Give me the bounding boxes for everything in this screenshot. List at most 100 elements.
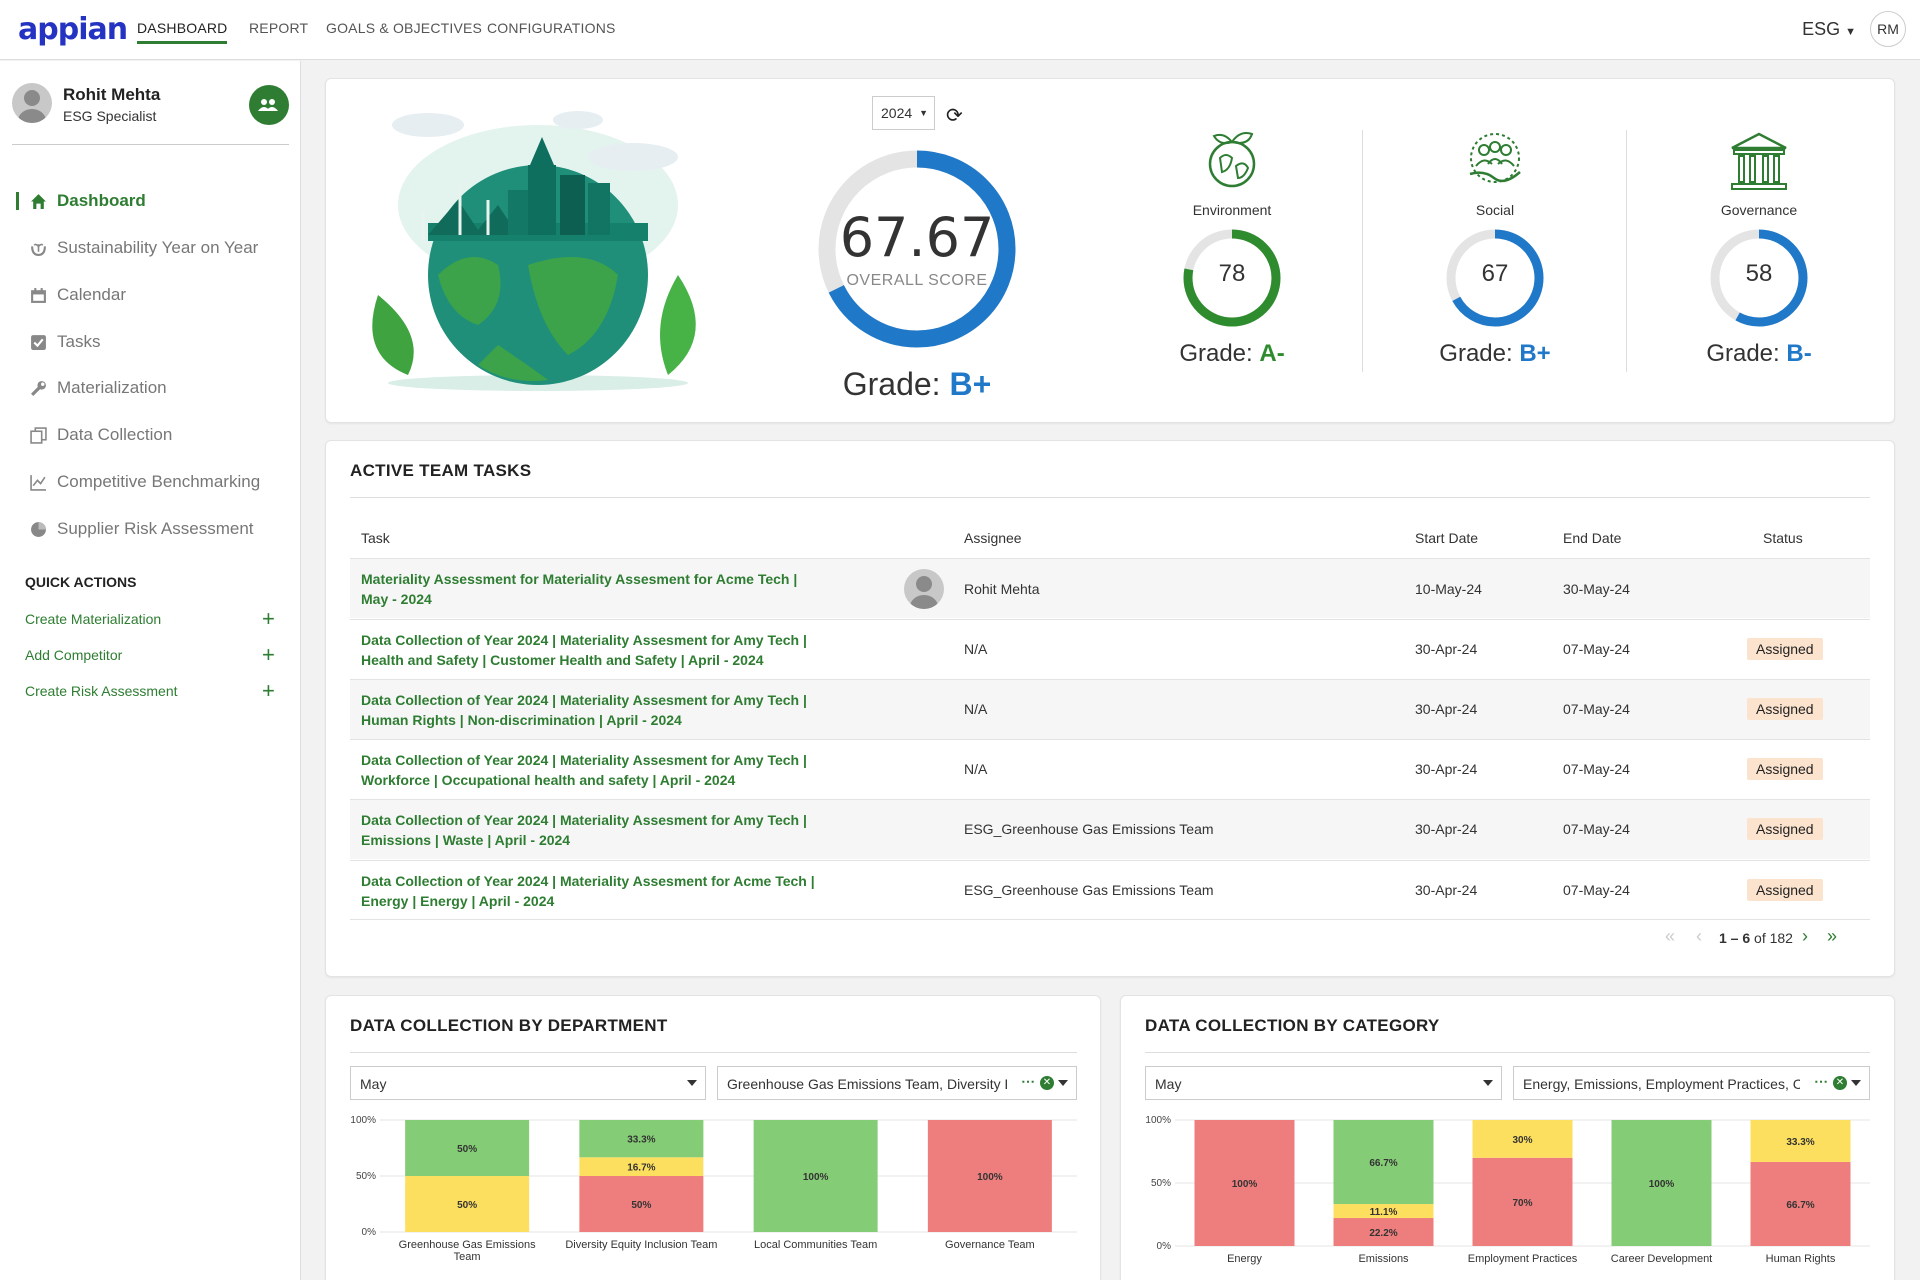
quick-action-add-competitor[interactable]: Add Competitor <box>25 647 123 663</box>
dept-team-value: Greenhouse Gas Emissions Team, Diversity… <box>727 1076 1007 1092</box>
tab-report[interactable]: REPORT <box>249 20 309 36</box>
environment-grade-value: A- <box>1259 340 1285 367</box>
pager-text: 1 – 6 of 182 <box>1719 930 1793 946</box>
social-grade: Grade: B+ <box>1439 340 1551 367</box>
start-date: 30-Apr-24 <box>1415 761 1478 777</box>
task-link[interactable]: Data Collection of Year 2024 | Materiali… <box>361 690 851 730</box>
data-label: 100% <box>1649 1179 1675 1190</box>
bar-segment <box>1750 1161 1851 1246</box>
sidebar-item-benchmarking[interactable]: Competitive Benchmarking <box>30 472 260 492</box>
quick-action-create-risk-assessment[interactable]: Create Risk Assessment <box>25 683 178 699</box>
sidebar: Rohit Mehta ESG Specialist Dashboard Sus… <box>0 61 301 1280</box>
y-tick-label: 0% <box>362 1227 377 1238</box>
category-month-value: May <box>1155 1076 1182 1092</box>
column-header-status[interactable]: Status <box>1763 530 1803 546</box>
column-header-assignee[interactable]: Assignee <box>964 530 1022 546</box>
sidebar-item-dashboard[interactable]: Dashboard <box>30 191 146 211</box>
category-chart-title: DATA COLLECTION BY CATEGORY <box>1145 1016 1440 1035</box>
next-page-icon[interactable]: › <box>1802 926 1808 946</box>
refresh-icon[interactable]: ⟳ <box>946 105 963 127</box>
bar-segment <box>1333 1120 1434 1205</box>
previous-page-icon[interactable]: ‹ <box>1696 926 1702 946</box>
pie-chart-icon <box>31 521 46 537</box>
status-badge: Assigned <box>1747 638 1823 660</box>
sidebar-item-label: Calendar <box>57 285 126 304</box>
end-date: 30-May-24 <box>1563 581 1630 597</box>
sidebar-item-label: Materialization <box>57 378 167 397</box>
column-header-end-date[interactable]: End Date <box>1563 530 1622 546</box>
tab-goals-objectives[interactable]: GOALS & OBJECTIVES <box>326 20 483 36</box>
quick-action-create-materialization[interactable]: Create Materialization <box>25 611 162 627</box>
sidebar-item-materialization[interactable]: Materialization <box>30 378 167 398</box>
year-select[interactable]: 2024 ▼ <box>872 96 935 130</box>
start-date: 30-Apr-24 <box>1415 701 1478 717</box>
sidebar-item-calendar[interactable]: Calendar <box>30 285 126 305</box>
category-value: Energy, Emissions, Employment Practices,… <box>1523 1076 1800 1092</box>
assignee: N/A <box>964 641 988 657</box>
caret-down-icon <box>687 1080 697 1086</box>
person-icon <box>910 576 938 609</box>
tab-dashboard[interactable]: DASHBOARD <box>137 20 228 44</box>
bar-segment <box>1333 1204 1434 1219</box>
dept-month-select[interactable]: May <box>350 1066 706 1100</box>
overall-score-label: OVERALL SCORE <box>846 272 988 289</box>
data-label: 50% <box>457 1200 477 1211</box>
divider <box>1362 130 1363 372</box>
task-link[interactable]: Data Collection of Year 2024 | Materiali… <box>361 810 851 850</box>
category-select[interactable]: Energy, Emissions, Employment Practices,… <box>1513 1066 1870 1100</box>
clear-icon[interactable]: ✕ <box>1833 1076 1847 1090</box>
overall-grade-value: B+ <box>949 366 992 402</box>
dept-team-select[interactable]: Greenhouse Gas Emissions Team, Diversity… <box>717 1066 1077 1100</box>
tab-configurations[interactable]: CONFIGURATIONS <box>487 20 616 36</box>
earth-city-illustration <box>372 111 696 391</box>
status-badge: Assigned <box>1747 818 1823 840</box>
task-link[interactable]: Data Collection of Year 2024 | Materiali… <box>361 750 851 790</box>
environment-label: Environment <box>1192 202 1272 218</box>
last-page-icon[interactable]: » <box>1827 926 1838 946</box>
x-tick-label: Human Rights <box>1766 1253 1836 1265</box>
user-avatar <box>12 83 52 123</box>
app-menu[interactable]: ESG ▼ <box>1802 19 1856 40</box>
column-header-task[interactable]: Task <box>361 530 390 546</box>
bar-segment <box>579 1157 704 1176</box>
task-line-2: Emissions | Waste | April - 2024 <box>361 832 571 848</box>
task-link[interactable]: Data Collection of Year 2024 | Materiali… <box>361 871 851 911</box>
status-badge: Assigned <box>1747 879 1823 901</box>
plus-icon[interactable]: + <box>262 606 275 631</box>
table-row: Data Collection of Year 2024 | Materiali… <box>350 619 1870 679</box>
bar-segment <box>405 1176 530 1232</box>
sidebar-item-sustainability[interactable]: Sustainability Year on Year <box>30 238 258 258</box>
sidebar-item-tasks[interactable]: Tasks <box>30 332 100 352</box>
clear-icon[interactable]: ✕ <box>1040 1076 1054 1090</box>
task-line-1: Data Collection of Year 2024 | Materiali… <box>361 873 815 889</box>
sidebar-item-data-collection[interactable]: Data Collection <box>30 425 172 445</box>
social-people-icon <box>1469 133 1521 183</box>
y-tick-label: 0% <box>1157 1241 1172 1252</box>
start-date: 10-May-24 <box>1415 581 1482 597</box>
category-month-select[interactable]: May <box>1145 1066 1502 1100</box>
team-button[interactable] <box>249 85 289 125</box>
year-value: 2024 <box>881 105 913 121</box>
sidebar-item-label: Data Collection <box>57 425 173 444</box>
plus-icon[interactable]: + <box>262 678 275 703</box>
y-tick-label: 100% <box>350 1115 376 1126</box>
caret-down-icon <box>1483 1080 1493 1086</box>
end-date: 07-May-24 <box>1563 821 1630 837</box>
task-link[interactable]: Materiality Assessment for Materiality A… <box>361 569 851 609</box>
plus-icon[interactable]: + <box>262 642 275 667</box>
pager-total: of 182 <box>1750 930 1793 946</box>
appian-logo[interactable]: appian <box>18 12 128 47</box>
table-row: Data Collection of Year 2024 | Materiali… <box>350 860 1870 920</box>
caret-down-icon: ▼ <box>919 108 928 118</box>
sidebar-item-supplier-risk[interactable]: Supplier Risk Assessment <box>30 519 254 539</box>
active-tasks-title: ACTIVE TEAM TASKS <box>350 461 532 480</box>
status-badge: Assigned <box>1747 758 1823 780</box>
bar-segment <box>1750 1120 1851 1162</box>
dept-chart-title: DATA COLLECTION BY DEPARTMENT <box>350 1016 668 1035</box>
first-page-icon[interactable]: « <box>1665 926 1676 946</box>
user-avatar-button[interactable]: RM <box>1870 11 1906 47</box>
task-link[interactable]: Data Collection of Year 2024 | Materiali… <box>361 630 851 670</box>
column-header-start-date[interactable]: Start Date <box>1415 530 1479 546</box>
social-grade-value: B+ <box>1519 340 1551 367</box>
social-ring <box>1446 229 1544 327</box>
